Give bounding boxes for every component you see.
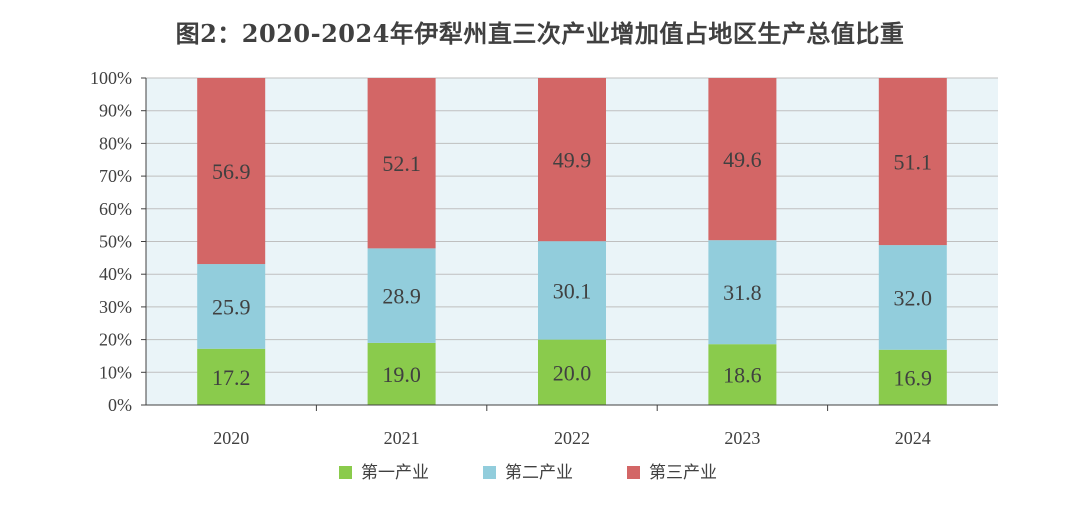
data-label: 20.0: [553, 360, 592, 385]
bar-segment: [538, 78, 606, 242]
y-tick-label: 0%: [108, 395, 132, 415]
data-label: 25.9: [212, 294, 251, 319]
bar-segment: [878, 78, 947, 246]
y-tick-label: 90%: [99, 101, 132, 121]
data-label: 19.0: [382, 362, 421, 387]
bar-segment: [708, 78, 777, 241]
x-tick-label: 2022: [554, 428, 590, 448]
data-label: 16.9: [894, 365, 933, 390]
bar-segment: [367, 248, 436, 343]
legend: 第一产业 第二产业 第三产业: [339, 463, 717, 483]
x-tick-label: 2024: [895, 428, 931, 448]
bar-segment: [367, 78, 436, 249]
x-tick-label: 2020: [213, 428, 249, 448]
bar-segment: [878, 349, 947, 405]
y-tick-label: 80%: [99, 133, 132, 153]
bar-segment: [197, 78, 266, 265]
data-label: 51.1: [894, 150, 933, 175]
legend-swatch: [627, 466, 640, 479]
y-tick-label: 100%: [90, 68, 132, 88]
bar-segment: [367, 342, 436, 405]
y-tick-label: 20%: [99, 330, 132, 350]
data-label: 30.1: [553, 278, 592, 303]
bar-segment: [538, 339, 606, 405]
data-labels: 17.2 25.9 56.9 19.0 28.9 52.1 20.0 30.1 49.9 18.6…: [212, 147, 932, 390]
y-tick-label: 10%: [99, 362, 132, 382]
y-tick-label: 40%: [99, 264, 132, 284]
y-tick-label: 30%: [99, 297, 132, 317]
legend-label: 第三产业: [649, 463, 717, 483]
legend-swatch: [339, 466, 352, 479]
data-label: 32.0: [894, 285, 933, 310]
bar-segment: [197, 348, 266, 405]
y-tick-label: 60%: [99, 199, 132, 219]
data-label: 52.1: [382, 151, 421, 176]
chart-title: 图2：2020-2024年伊犁州直三次产业增加值占地区生产总值比重: [175, 19, 905, 48]
bar-segment: [197, 264, 266, 349]
x-tick-label: 2023: [724, 428, 760, 448]
legend-swatch: [483, 466, 496, 479]
y-tick-label: 70%: [99, 166, 132, 186]
legend-label: 第二产业: [505, 463, 573, 483]
axes: 0% 10% 20% 30% 40% 50% 60% 70% 80% 90% 100% 2020 202…: [90, 68, 998, 448]
data-label: 49.9: [553, 148, 592, 173]
data-label: 18.6: [723, 363, 762, 388]
bars: [197, 78, 947, 405]
data-label: 56.9: [212, 159, 251, 184]
legend-label: 第一产业: [361, 463, 429, 483]
data-label: 28.9: [382, 284, 421, 309]
data-label: 17.2: [212, 365, 251, 390]
data-label: 31.8: [723, 280, 762, 305]
x-tick-label: 2021: [384, 428, 420, 448]
bar-segment: [708, 240, 777, 345]
y-tick-label: 50%: [99, 232, 132, 252]
bar-segment: [538, 241, 606, 340]
data-label: 49.6: [723, 147, 762, 172]
bar-segment: [878, 245, 947, 350]
bar-segment: [708, 344, 777, 405]
